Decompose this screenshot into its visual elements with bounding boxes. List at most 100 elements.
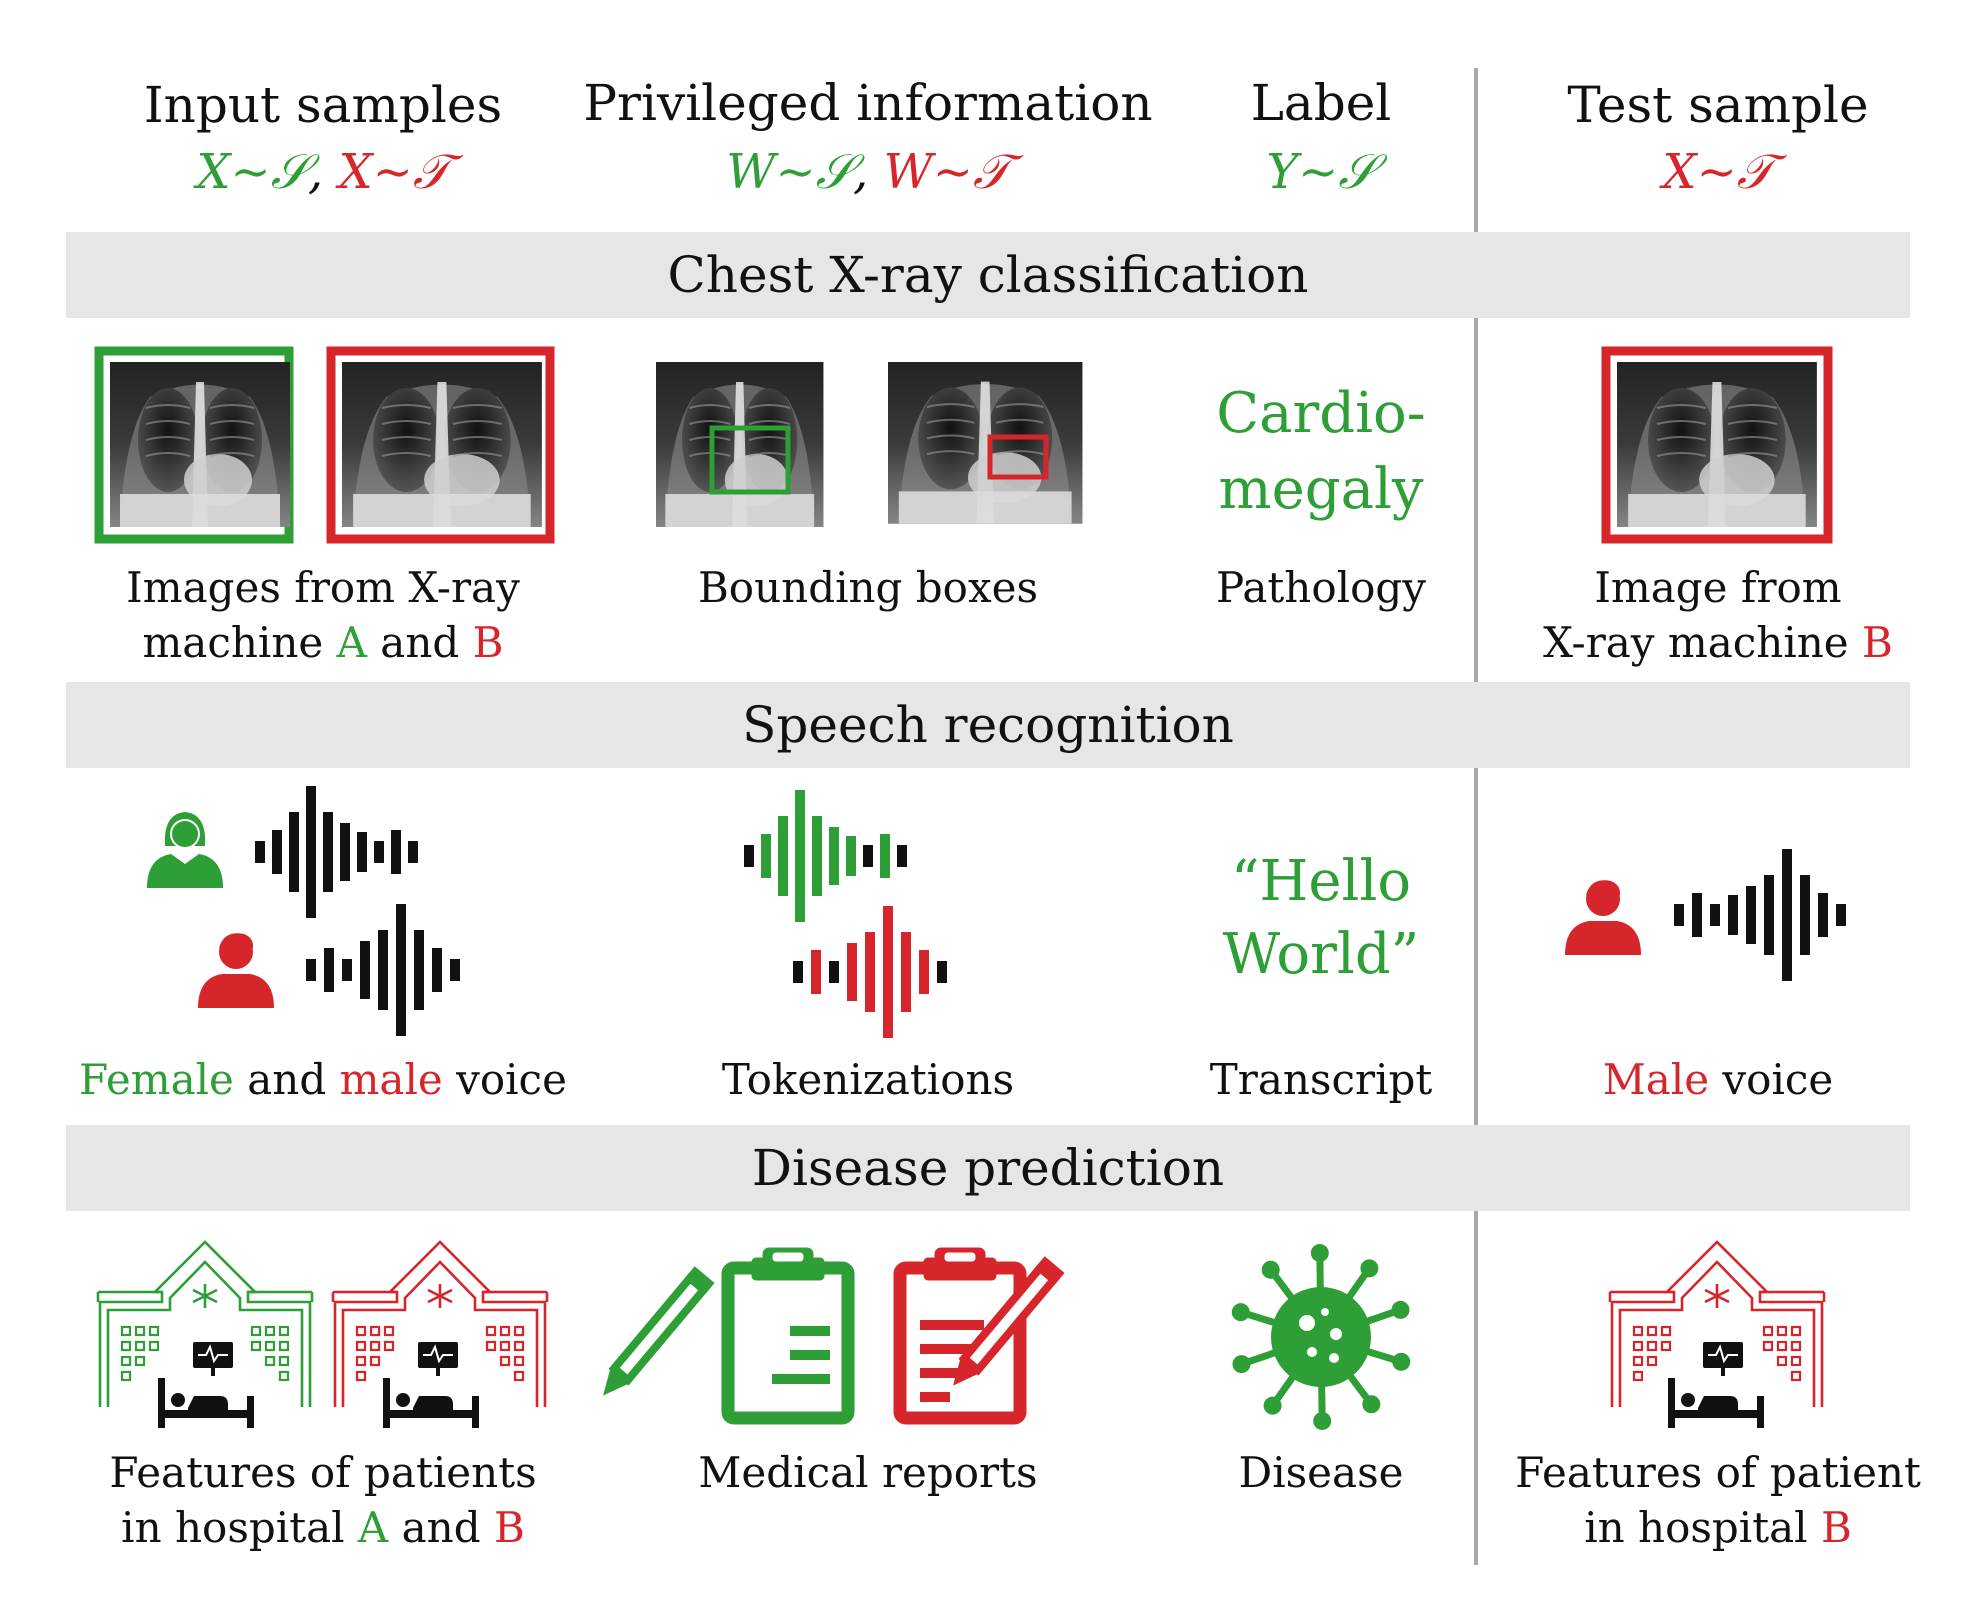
waveform-bar <box>378 930 388 1010</box>
xray-bounding-box-images <box>655 360 1084 528</box>
waveform-bar <box>1710 904 1720 926</box>
waveform-bar <box>901 932 911 1012</box>
virus-spike-tip <box>1263 1396 1282 1415</box>
virus-spike-tip <box>1261 1260 1280 1279</box>
disease-input-caption-line2: in hospital A and B <box>121 1503 525 1552</box>
waveform-bar <box>374 841 384 863</box>
xray-test-caption-line1: Image from <box>1594 563 1841 612</box>
speech-privileged-caption: Tokenizations <box>722 1055 1014 1104</box>
virus-spike-tip <box>1391 1300 1410 1319</box>
virus-spike-tip <box>1313 1411 1332 1430</box>
virus-spike <box>1270 1271 1296 1303</box>
virus-spike <box>1243 1348 1280 1366</box>
xray-input-caption-line2: machine A and B <box>142 618 503 667</box>
xray-privileged-caption: Bounding boxes <box>698 563 1038 612</box>
waveform-bar <box>414 930 424 1010</box>
speech-label-value-line1: “Hello <box>1231 849 1411 914</box>
speech-label-value-line2: World” <box>1223 922 1420 987</box>
section-title-speech: Speech recognition <box>742 696 1234 754</box>
virus-spike-tip <box>1310 1244 1329 1263</box>
header-privileged-title: Privileged information <box>583 74 1152 132</box>
waveform-bar <box>778 816 788 896</box>
speech-input-caption: Female and male voice <box>79 1055 567 1104</box>
waveform-bar <box>255 841 265 863</box>
virus-spike-tip <box>1362 1395 1381 1414</box>
medical-report-red <box>900 1248 1065 1418</box>
pencil-icon <box>603 1266 715 1396</box>
virus-spike-tip <box>1232 1355 1251 1374</box>
xray-label-value-line2: megaly <box>1218 457 1423 522</box>
virus-spike <box>1363 1347 1400 1364</box>
waveform-bar <box>324 948 334 992</box>
waveform-bar <box>793 961 803 983</box>
virus-spike-tip <box>1392 1352 1411 1371</box>
waveform-bar <box>863 845 873 867</box>
xray-test-caption-line2: X-ray machine B <box>1543 618 1893 667</box>
waveform-bar <box>1782 849 1792 981</box>
section-band-disease <box>66 1125 1910 1211</box>
waveform-bar <box>272 830 282 874</box>
virus-spike <box>1345 1269 1370 1302</box>
waveform-bar <box>342 959 352 981</box>
disease-test-caption-line1: Features of patient <box>1515 1448 1921 1497</box>
waveform-bar <box>323 812 333 892</box>
waveform-bar <box>1746 886 1756 944</box>
speech-test-caption: Male voice <box>1603 1055 1834 1104</box>
bounding-box-red <box>987 434 1049 480</box>
header-privileged-notation: W∼𝒮, W∼𝒯 <box>726 144 1024 200</box>
header-test-title: Test sample <box>1567 76 1868 134</box>
bounding-box-green <box>709 425 791 495</box>
waveform-bar <box>1764 875 1774 955</box>
xray-label-value-line1: Cardio- <box>1216 381 1425 446</box>
section-band-speech <box>66 682 1910 768</box>
waveform-bar <box>1728 895 1738 935</box>
waveform-bar <box>396 904 406 1036</box>
waveform-bar <box>306 786 316 918</box>
waveform-bar <box>450 959 460 981</box>
waveform-bar <box>360 941 370 999</box>
virus-spike-tip <box>1360 1259 1379 1278</box>
xray-input-images <box>94 346 555 544</box>
section-title-xray: Chest X-ray classification <box>668 246 1309 304</box>
waveform-bar <box>432 948 442 992</box>
header-input-notation: X∼𝒮, X∼𝒯 <box>192 144 463 200</box>
pencil-icon <box>953 1256 1065 1386</box>
waveform-bar <box>883 906 893 1038</box>
xray-input-caption-line1: Images from X-ray <box>126 563 520 612</box>
header-test-notation: X∼𝒯 <box>1658 144 1787 200</box>
waveform-bar <box>1836 904 1846 926</box>
waveform-bar <box>812 816 822 896</box>
header-label-notation: Y∼𝒮 <box>1266 144 1388 200</box>
medical-report-green <box>603 1248 848 1418</box>
virus-spike <box>1362 1308 1399 1326</box>
waveform-bar <box>1818 893 1828 937</box>
waveform-bar <box>744 845 754 867</box>
virus-spike <box>1272 1372 1297 1405</box>
header-label-title: Label <box>1251 74 1392 132</box>
virus-spike <box>1242 1310 1279 1327</box>
hospital-a <box>96 1240 314 1429</box>
virus-icon <box>1231 1244 1411 1430</box>
waveform-bar <box>880 834 890 878</box>
waveform-bar <box>829 827 839 885</box>
waveform-bar <box>937 961 947 983</box>
waveform-bar <box>306 959 316 981</box>
virus-spike-tip <box>1231 1303 1250 1322</box>
hospital-b <box>331 1240 549 1429</box>
waveform-bar <box>357 832 367 872</box>
disease-test-caption-line2: in hospital B <box>1584 1503 1852 1552</box>
waveform-bar <box>1800 875 1810 955</box>
speech-label-caption: Transcript <box>1210 1055 1433 1104</box>
waveform-bar <box>919 950 929 994</box>
disease-label-caption: Disease <box>1239 1448 1404 1497</box>
header-input-title: Input samples <box>144 76 502 134</box>
waveform-bar <box>391 830 401 874</box>
waveform-bar <box>1692 893 1702 937</box>
waveform-bar <box>897 845 907 867</box>
waveform-bar <box>847 943 857 1001</box>
waveform-bar <box>408 841 418 863</box>
hospital-test <box>1608 1240 1826 1429</box>
waveform-bar <box>829 961 839 983</box>
